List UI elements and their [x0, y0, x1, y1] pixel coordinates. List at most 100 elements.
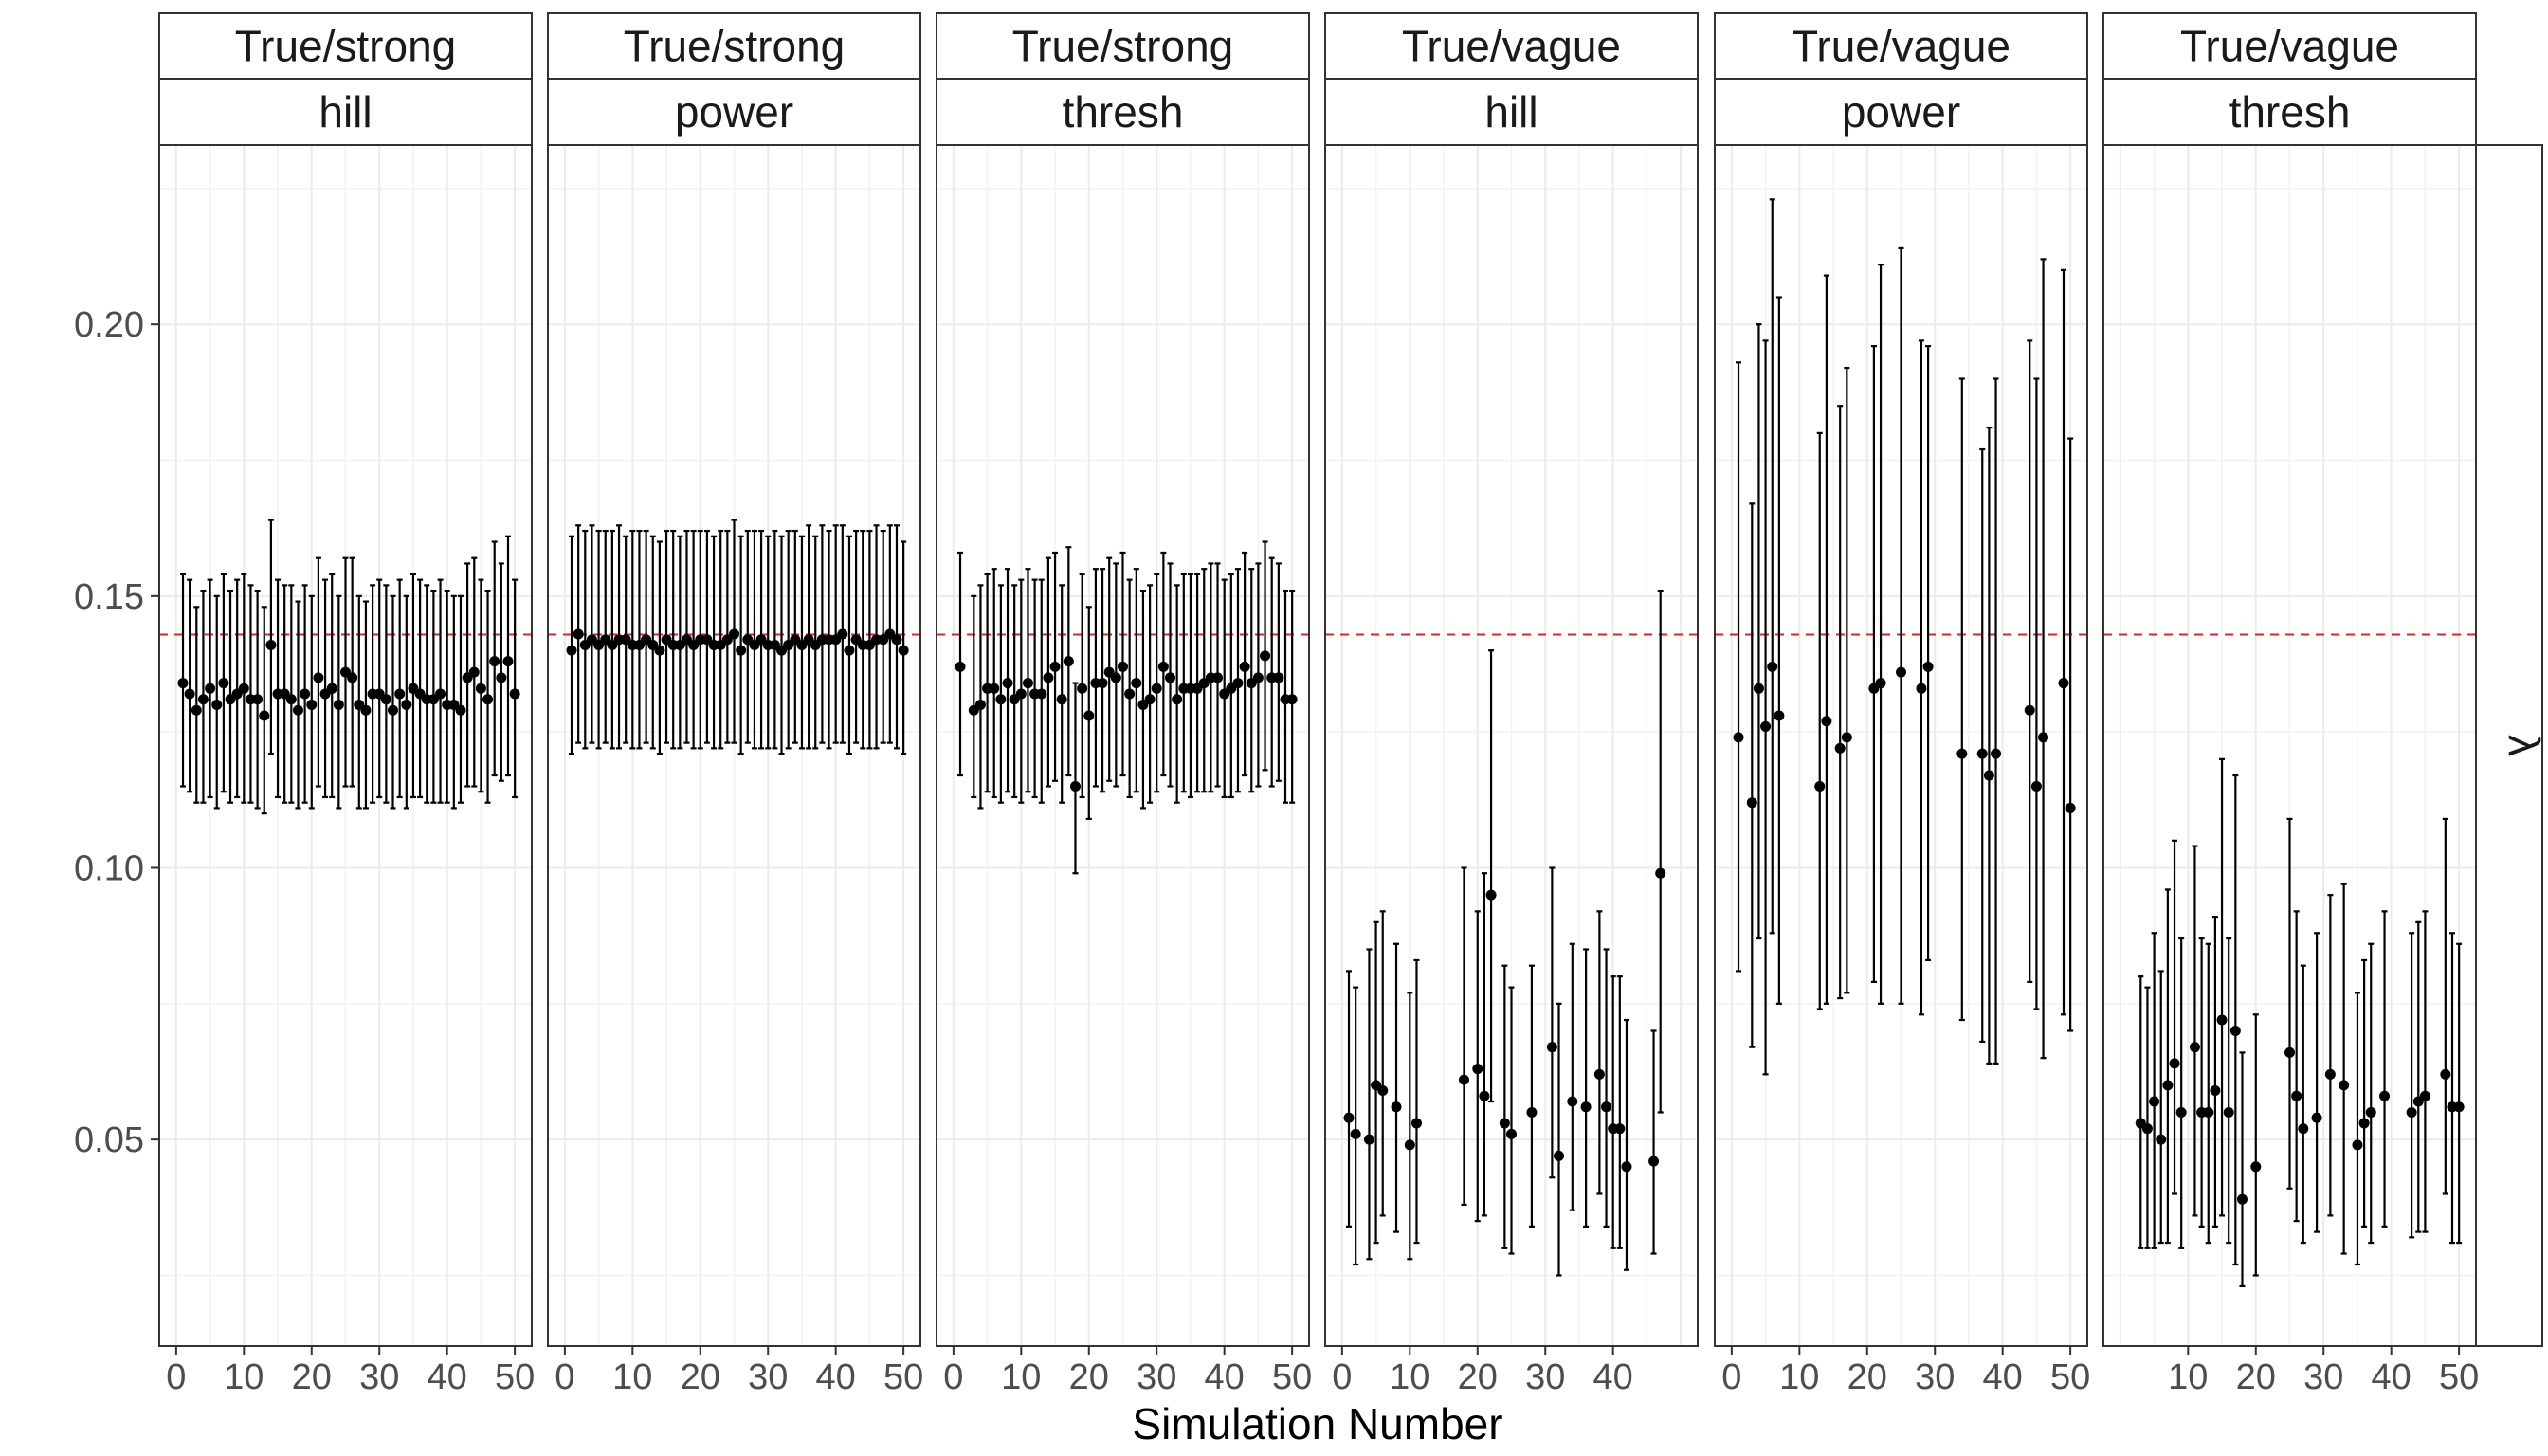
y-tick-label: 0.10 [74, 848, 144, 888]
data-point [218, 678, 229, 689]
x-tick-label: 20 [1069, 1357, 1109, 1397]
data-point [1479, 1090, 1490, 1101]
data-point [1983, 770, 1994, 781]
data-point [1733, 732, 1744, 743]
data-point [844, 645, 855, 656]
data-point [2162, 1080, 2174, 1091]
data-point [2379, 1090, 2391, 1101]
data-point [1554, 1150, 1565, 1161]
data-point [1144, 694, 1156, 705]
x-tick-label: 50 [495, 1357, 535, 1397]
data-point [1151, 682, 1162, 694]
x-tick-label: 50 [1272, 1357, 1312, 1397]
strip-label-bottom: hill [1484, 87, 1538, 136]
data-point [2453, 1101, 2465, 1113]
x-tick-label: 40 [816, 1357, 856, 1397]
strip-bottom-box [1714, 78, 2088, 146]
x-tick-label: 30 [748, 1357, 788, 1397]
strip-top-box [2102, 12, 2477, 80]
data-point [197, 694, 209, 705]
data-point [1767, 661, 1778, 672]
data-point [502, 656, 514, 667]
data-point [184, 688, 195, 700]
data-point [2284, 1046, 2295, 1058]
right-strip-box [2475, 144, 2543, 1347]
strip-bottom-box [936, 78, 1310, 146]
data-point [468, 666, 480, 678]
data-point [388, 704, 399, 716]
data-point [1472, 1064, 1483, 1075]
data-point [252, 694, 264, 705]
strip-top-box [936, 12, 1310, 80]
data-point [482, 694, 494, 705]
x-tick-label: 0 [943, 1357, 963, 1397]
data-point [2440, 1068, 2451, 1080]
facet-panel-1: True/strong hill 0 10 20 30 40 50 [158, 12, 535, 1397]
data-point [435, 688, 446, 700]
data-point [989, 682, 1000, 694]
y-tick-label: 0.20 [74, 305, 144, 345]
data-point [205, 682, 216, 694]
data-point [265, 639, 277, 650]
data-point [394, 688, 406, 700]
data-point [300, 688, 311, 700]
data-point [509, 688, 520, 700]
data-point [1377, 1085, 1389, 1097]
strip-bottom-box [158, 78, 533, 146]
data-point [1648, 1156, 1660, 1167]
strip-bottom-box [547, 78, 921, 146]
data-point [1391, 1101, 1402, 1113]
data-point [2210, 1085, 2221, 1097]
data-point [1077, 682, 1088, 694]
data-point [2030, 780, 2042, 792]
data-point [326, 682, 337, 694]
data-point [1002, 678, 1013, 689]
data-point [1760, 720, 1772, 732]
strip-top-box [1324, 12, 1699, 80]
data-point [1991, 748, 2002, 759]
x-tick-label: 30 [1915, 1357, 1955, 1397]
data-point [1363, 1134, 1374, 1145]
data-point [1526, 1106, 1538, 1118]
y-tick-label: 0.05 [74, 1120, 144, 1160]
data-point [837, 628, 848, 640]
data-point [2223, 1106, 2234, 1118]
x-tick-label: 20 [681, 1357, 720, 1397]
x-tick-label: 40 [428, 1357, 467, 1397]
x-tick-label: 10 [2168, 1357, 2208, 1397]
x-axis-title: Simulation Number [1132, 1399, 1502, 1448]
strip-label-bottom: hill [318, 87, 372, 136]
data-point [654, 645, 665, 656]
data-point [177, 678, 189, 689]
x-tick-label: 0 [166, 1357, 186, 1397]
x-tick-label: 50 [883, 1357, 923, 1397]
data-point [2230, 1025, 2241, 1036]
data-point [2024, 704, 2035, 716]
data-point [1976, 748, 1988, 759]
data-point [380, 694, 391, 705]
data-point [1022, 678, 1033, 689]
data-point [1260, 650, 1271, 662]
strip-label-top: True/strong [235, 22, 457, 71]
strip-label-bottom: power [1842, 87, 1960, 136]
data-point [401, 700, 412, 711]
data-point [1286, 694, 1298, 705]
data-point [1614, 1123, 1626, 1135]
data-point [995, 694, 1007, 705]
data-point [489, 656, 500, 667]
data-point [1410, 1118, 1422, 1129]
data-point [1015, 688, 1027, 700]
data-point [1746, 797, 1757, 809]
data-point [2365, 1106, 2376, 1118]
data-point [573, 628, 584, 640]
data-point [1252, 672, 1264, 683]
data-point [1273, 672, 1284, 683]
data-point [1841, 732, 1852, 743]
data-point [891, 634, 902, 646]
data-point [1124, 688, 1136, 700]
strip-top-box [1714, 12, 2088, 80]
x-tick-label: 0 [1332, 1357, 1352, 1397]
x-tick-label: 10 [612, 1357, 652, 1397]
data-point [729, 628, 739, 640]
